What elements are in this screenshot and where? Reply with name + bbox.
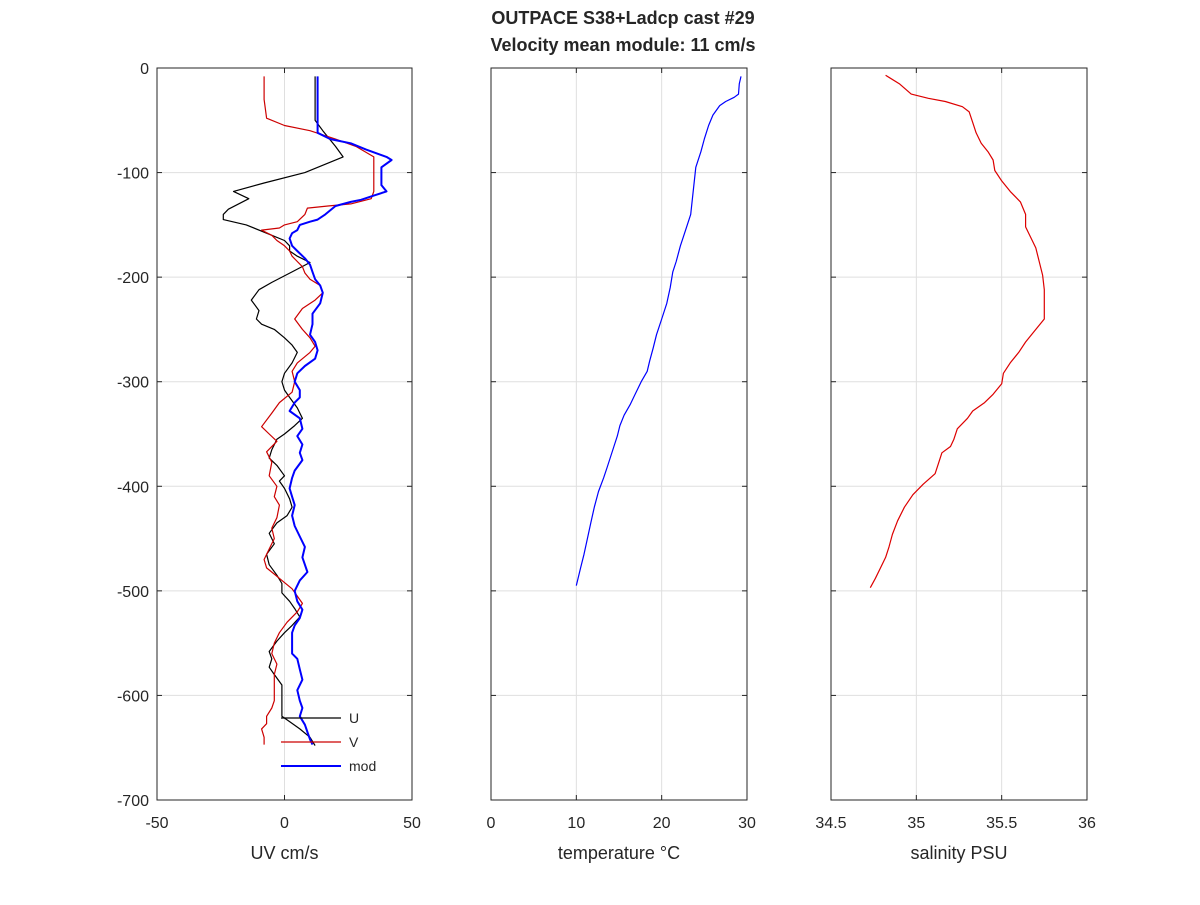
uv-ytick-label: -700 [117,793,149,810]
uv-ytick-label: 0 [140,61,149,78]
temperature-series [575,76,742,586]
uv-xtick-label: -50 [145,815,168,832]
figure-title-line2: Velocity mean module: 11 cm/s [490,35,755,55]
temperature-grid [491,68,747,800]
temperature-xtick-label: 10 [567,815,585,832]
uv-x-axis-label: UV cm/s [250,843,318,863]
legend-label-mod: mod [349,758,376,774]
salinity-series [869,74,1045,588]
salinity-series-line-profile [869,74,1045,588]
salinity-grid [831,68,1087,800]
salinity-ticks: 34.5 35 35.5 36 [815,67,1096,832]
legend-label-u: U [349,710,359,726]
uv-ytick-label: -100 [117,166,149,183]
temperature-xtick-label: 30 [738,815,756,832]
legend-label-v: V [349,734,359,750]
uv-ytick-label: -500 [117,584,149,601]
uv-series-line-mod [288,76,393,746]
salinity-xtick-label: 34.5 [815,815,846,832]
uv-ytick-label: -300 [117,375,149,392]
salinity-xtick-label: 35.5 [986,815,1017,832]
uv-ytick-label: -200 [117,270,149,287]
uv-xtick-label: 0 [280,815,289,832]
uv-xtick-label: 50 [403,815,421,832]
temperature-xtick-label: 0 [487,815,496,832]
temperature-series-line-profile [575,76,742,586]
temperature-axes-frame [490,67,748,801]
uv-ytick-label: -600 [117,688,149,705]
uv-series-line-u [222,76,344,746]
uv-series-line-v [261,76,375,745]
salinity-axes-frame [830,67,1088,801]
salinity-panel: 34.5 35 35.5 36 salinity PSU [815,67,1096,863]
salinity-xtick-label: 36 [1078,815,1096,832]
uv-series [222,76,393,746]
temperature-panel: 0 10 20 30 temperature °C [487,67,756,863]
temperature-xtick-label: 20 [653,815,671,832]
salinity-xtick-label: 35 [907,815,925,832]
uv-ytick-label: -400 [117,479,149,496]
salinity-x-axis-label: salinity PSU [910,843,1007,863]
temperature-x-axis-label: temperature °C [558,843,680,863]
temperature-ticks: 0 10 20 30 [487,67,756,832]
figure-title-line1: OUTPACE S38+Ladcp cast #29 [491,8,754,28]
